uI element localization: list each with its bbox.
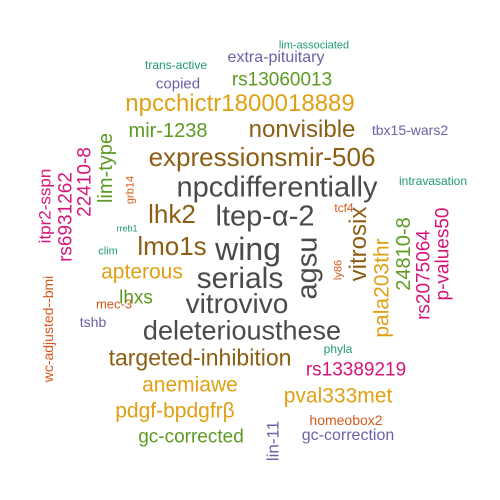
- word-agsu: agsu: [291, 236, 324, 300]
- word-rs6931262: rs6931262: [55, 172, 77, 262]
- word-expressionsmir-506: expressionsmir-506: [148, 142, 376, 172]
- word-tbx15-wars2: tbx15-wars2: [371, 122, 449, 138]
- word-lim-type: lim-type: [95, 132, 117, 204]
- word-npcdifferentially: npcdifferentially: [176, 171, 378, 204]
- word-npcchictr1800018889: npcchictr1800018889: [125, 90, 355, 117]
- word-24810-8: 24810-8: [393, 217, 415, 291]
- word-wing: wing: [215, 231, 281, 267]
- word-pval333met: pval333met: [283, 384, 393, 408]
- word-extra-pituitary: extra-pituitary: [227, 49, 325, 66]
- word-mec-3: mec-3: [95, 296, 133, 312]
- word-gc-correction: gc-correction: [301, 427, 395, 444]
- word-ly86: ly86: [332, 259, 345, 281]
- word-rs13389219: rs13389219: [305, 359, 407, 381]
- word-lhxs: lhxs: [119, 287, 153, 309]
- word-copied: copied: [155, 75, 201, 93]
- word-clim: clim: [98, 245, 118, 258]
- word-p-values50: p-values50: [432, 207, 454, 301]
- word-rreb1: rreb1: [116, 223, 138, 234]
- word-tcf4: tcf4: [334, 201, 354, 215]
- word-grb14: grb14: [124, 175, 137, 205]
- word-intravasation: intravasation: [398, 174, 468, 188]
- word-tshb: tshb: [79, 314, 107, 330]
- word-rs2075064: rs2075064: [413, 230, 435, 320]
- word-gc-corrected: gc-corrected: [138, 426, 244, 448]
- word-phyla: phyla: [323, 342, 353, 356]
- word-22410-8: 22410-8: [74, 147, 96, 217]
- word-vitrosix: vitrosix: [345, 206, 372, 282]
- word-vitrovivo: vitrovivo: [185, 288, 289, 319]
- word-ltep-alpha-2: ltep-α-2: [215, 200, 315, 233]
- word-mir-1238: mir-1238: [128, 120, 208, 142]
- word-itpr2-sspn: itpr2-sspn: [35, 168, 55, 244]
- word-lmo1s: lmo1s: [137, 231, 207, 261]
- word-lin-11: lin-11: [263, 420, 283, 462]
- word-targeted-inhibition: targeted-inhibition: [108, 344, 292, 371]
- word-pdgf-bpdgfrb: pdgf-bpdgfrβ: [115, 399, 235, 423]
- word-lhk2: lhk2: [148, 199, 196, 229]
- word-apterous: apterous: [101, 260, 183, 284]
- word-deleteriousthese: deleteriousthese: [142, 315, 342, 346]
- word-nonvisible: nonvisible: [248, 116, 356, 143]
- word-rs13060013: rs13060013: [231, 69, 333, 91]
- word-lim-associated: lim-associated: [278, 39, 350, 52]
- word-wc-adjusted-bmi: wc-adjusted--bmi: [40, 275, 56, 383]
- word-pala203thr: pala203thr: [370, 238, 394, 338]
- word-trans-active: trans-active: [144, 58, 208, 72]
- word-homeobox2: homeobox2: [309, 412, 383, 428]
- word-anemiawe: anemiawe: [142, 373, 238, 397]
- word-serials: serials: [196, 262, 284, 295]
